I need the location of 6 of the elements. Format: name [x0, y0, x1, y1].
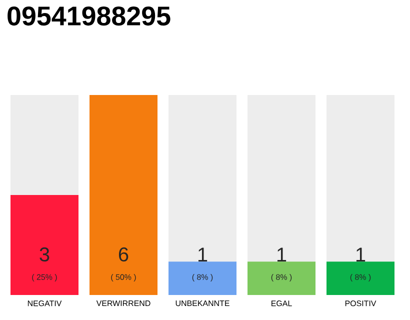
data-label: 1: [356, 248, 366, 262]
chart-title: 09541988295: [8, 6, 170, 26]
data-label: 6: [118, 247, 128, 262]
data-label: 1: [277, 248, 286, 262]
data-label: 1: [198, 248, 208, 262]
data-label: 3: [40, 247, 50, 262]
